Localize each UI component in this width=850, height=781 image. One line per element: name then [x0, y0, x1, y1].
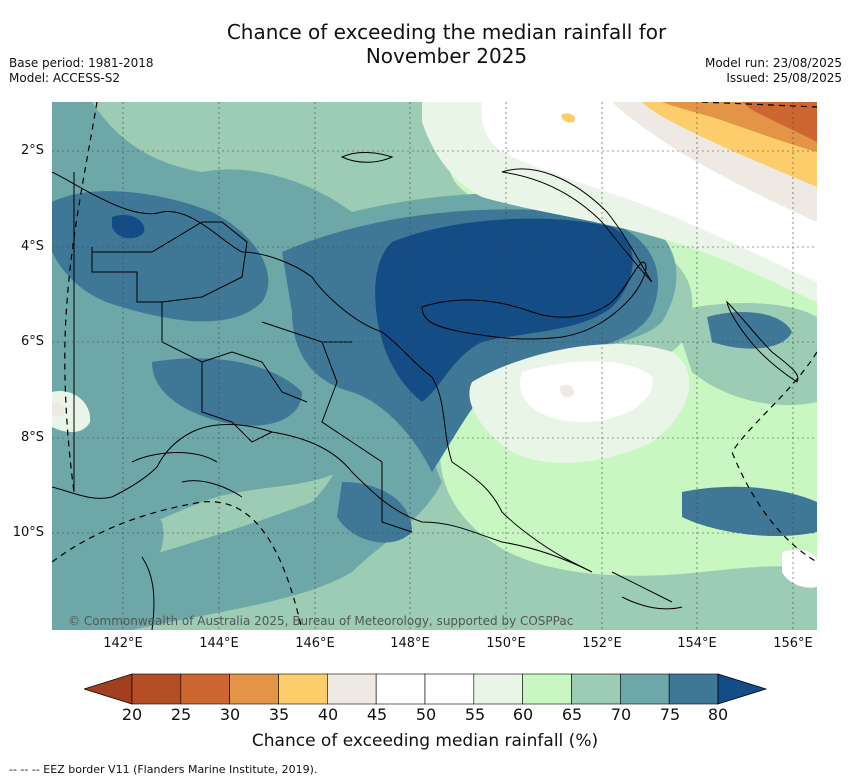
contour-40-central	[560, 384, 574, 398]
new-ireland-coast	[501, 168, 653, 283]
lon-label-152e: 152°E	[582, 636, 622, 651]
colorbar-tick-50: 50	[415, 705, 437, 724]
contour-80-png	[152, 358, 302, 426]
map-title: Chance of exceeding the median rainfall …	[0, 20, 850, 68]
colorbar-segments	[131, 673, 719, 705]
lon-label-156e: 156°E	[773, 636, 813, 651]
colorbar-tick-80: 80	[707, 705, 729, 724]
coastlines	[52, 152, 799, 630]
graticule	[52, 102, 817, 630]
eez-footnote: -- -- -- EEZ border V11 (Flanders Marine…	[9, 763, 318, 776]
border-province-1	[91, 221, 248, 303]
lat-label-8s: 8°S	[20, 430, 44, 445]
lon-label-148e: 148°E	[390, 636, 430, 651]
colorbar-segment	[424, 673, 475, 705]
metadata-right: Model run: 23/08/2025 Issued: 25/08/2025	[705, 56, 842, 86]
lon-label-142e: 142°E	[103, 636, 143, 651]
base-period-text: Base period: 1981-2018	[9, 56, 154, 70]
lat-label-2s: 2°S	[20, 143, 44, 158]
lat-label-4s: 4°S	[20, 239, 44, 254]
manus-coast	[340, 152, 394, 163]
model-text: Model: ACCESS-S2	[9, 71, 121, 85]
lat-label-6s: 6°S	[20, 334, 44, 349]
lon-label-150e: 150°E	[486, 636, 526, 651]
contour-above-80-core	[375, 218, 633, 402]
colorbar-segment	[668, 673, 719, 705]
colorbar-segment	[522, 673, 572, 705]
eez-west	[64, 102, 98, 493]
metadata-left: Base period: 1981-2018 Model: ACCESS-S2	[9, 56, 154, 86]
colorbar-arrow-left	[84, 673, 133, 705]
eez-south	[52, 501, 303, 630]
colorbar	[84, 673, 768, 705]
colorbar-segment	[375, 673, 426, 705]
contour-50-central	[520, 361, 653, 422]
contour-25-northeast	[742, 102, 817, 142]
colorbar-tick-70: 70	[610, 705, 632, 724]
colorbar-tick-55: 55	[464, 705, 486, 724]
colorbar-segment	[327, 673, 377, 705]
contour-80-east	[707, 312, 792, 349]
louisiade-coast	[611, 571, 683, 610]
rainfall-map	[52, 102, 817, 630]
contour-60-west	[52, 391, 91, 432]
colorbar-tick-35: 35	[268, 705, 290, 724]
lon-label-154e: 154°E	[677, 636, 717, 651]
copyright-credit: © Commonwealth of Australia 2025, Bureau…	[68, 614, 574, 628]
title-line-1: Chance of exceeding the median rainfall …	[226, 20, 667, 44]
bougainville-coast	[726, 300, 799, 383]
eez-border	[52, 102, 817, 630]
contour-50-southeast	[782, 550, 817, 588]
colorbar-segment	[229, 673, 279, 705]
border-province-3	[201, 362, 273, 443]
colorbar-tick-30: 30	[219, 705, 241, 724]
lat-label-10s: 10°S	[12, 525, 44, 540]
colorbar-segment	[131, 673, 182, 705]
colorbar-tick-25: 25	[170, 705, 192, 724]
colorbar-tick-20: 20	[121, 705, 143, 724]
colorbar-tick-60: 60	[512, 705, 534, 724]
issued-text: Issued: 25/08/2025	[726, 71, 842, 85]
colorbar-segment	[620, 673, 670, 705]
contour-80-south	[337, 482, 412, 543]
eez-southeast	[731, 351, 817, 563]
colorbar-tick-65: 65	[561, 705, 583, 724]
contour-80-far-east	[682, 486, 817, 537]
contour-80-north	[52, 191, 269, 322]
colorbar-tick-40: 40	[317, 705, 339, 724]
contour-35-small-patch	[561, 113, 576, 123]
lon-label-146e: 146°E	[295, 636, 335, 651]
border-province-5	[321, 341, 383, 463]
border-province-6	[381, 462, 413, 533]
model-run-text: Model run: 23/08/2025	[704, 56, 842, 70]
contour-above-80-west	[112, 214, 145, 239]
colorbar-segment	[180, 673, 230, 705]
eez-northeast	[701, 102, 817, 108]
lon-label-144e: 144°E	[199, 636, 239, 651]
title-line-2: November 2025	[365, 44, 528, 68]
colorbar-segment	[278, 673, 328, 705]
colorbar-segment	[571, 673, 621, 705]
colorbar-arrow-right	[717, 673, 768, 705]
new-guinea-coast	[52, 171, 593, 573]
colorbar-tick-45: 45	[366, 705, 388, 724]
colorbar-label: Chance of exceeding median rainfall (%)	[251, 731, 599, 751]
torres-strait-coast	[131, 452, 243, 498]
colorbar-segment	[473, 673, 523, 705]
colorbar-tick-75: 75	[659, 705, 681, 724]
contour-75-sw	[52, 498, 164, 607]
cape-york-coast	[141, 556, 155, 630]
contour-40-west	[52, 401, 65, 417]
